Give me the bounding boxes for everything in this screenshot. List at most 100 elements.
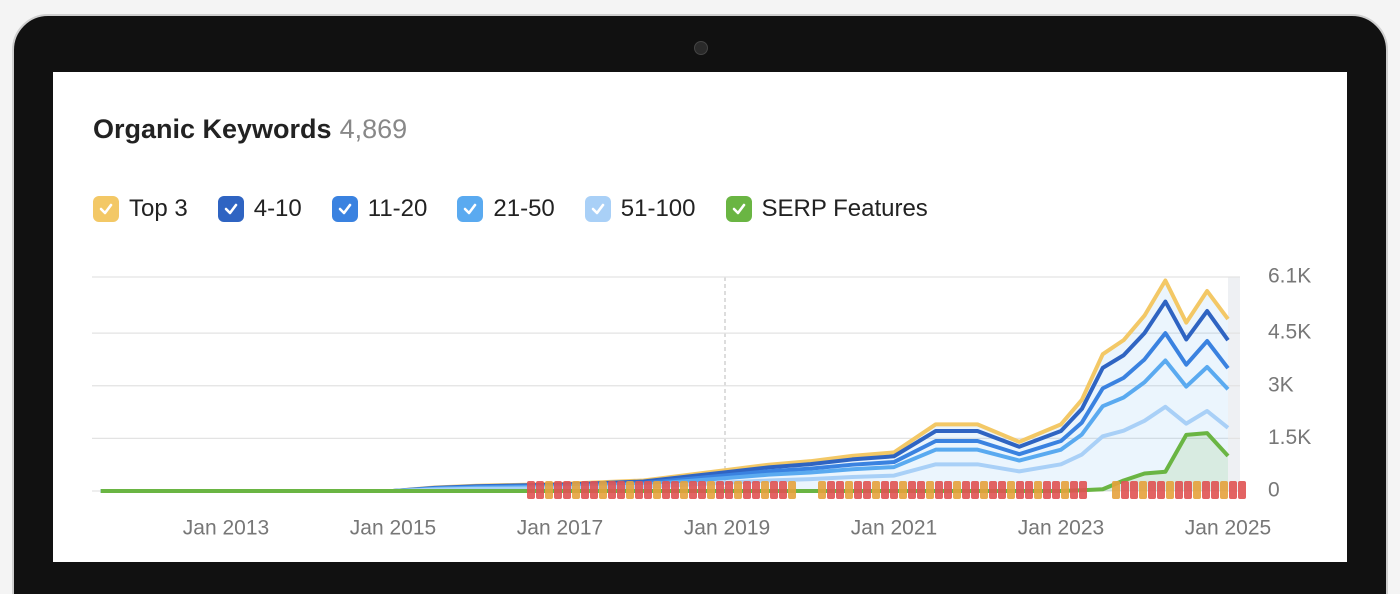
check-icon bbox=[591, 203, 605, 215]
legend-label: SERP Features bbox=[761, 195, 928, 222]
serp-icon bbox=[863, 481, 871, 499]
serp-icon bbox=[1016, 481, 1024, 499]
y-tick-label: 4.5K bbox=[1268, 321, 1311, 344]
legend-checkbox[interactable] bbox=[93, 196, 119, 222]
serp-icon bbox=[872, 481, 880, 499]
serp-icon bbox=[1193, 481, 1201, 499]
legend-item[interactable]: 51-100 bbox=[584, 195, 696, 223]
legend-checkbox[interactable] bbox=[725, 196, 752, 222]
serp-icon bbox=[1052, 481, 1060, 499]
serp-icon bbox=[707, 481, 715, 499]
serp-icon bbox=[854, 481, 862, 499]
serp-icon bbox=[953, 481, 961, 499]
y-tick-label: 0 bbox=[1268, 479, 1280, 502]
x-tick-label: Jan 2019 bbox=[684, 517, 770, 540]
serp-icon bbox=[962, 481, 970, 499]
serp-icon bbox=[752, 481, 760, 499]
serp-icon bbox=[788, 481, 796, 499]
serp-icon bbox=[770, 481, 778, 499]
header: Organic Keywords 4,869 bbox=[93, 114, 407, 145]
legend-item[interactable]: Top 3 bbox=[93, 195, 188, 223]
serp-icon bbox=[1148, 481, 1156, 499]
serp-icon bbox=[662, 481, 670, 499]
check-icon bbox=[224, 203, 238, 215]
total-count: 4,869 bbox=[339, 114, 408, 144]
check-icon bbox=[99, 203, 113, 215]
x-tick-label: Jan 2015 bbox=[350, 517, 436, 540]
legend-label: 4-10 bbox=[253, 195, 302, 222]
serp-icon bbox=[743, 481, 751, 499]
serp-icon bbox=[554, 481, 562, 499]
serp-icon bbox=[818, 481, 826, 499]
serp-icon bbox=[581, 481, 589, 499]
serp-icon bbox=[926, 481, 934, 499]
serp-icon bbox=[1139, 481, 1147, 499]
serp-icon bbox=[881, 481, 889, 499]
x-tick-label: Jan 2021 bbox=[851, 517, 937, 540]
area bbox=[100, 360, 1228, 491]
check-icon bbox=[464, 203, 477, 215]
serp-icon bbox=[1157, 481, 1165, 499]
serp-icon bbox=[890, 481, 898, 499]
serp-icon bbox=[1070, 481, 1078, 499]
serp-icon bbox=[653, 481, 661, 499]
serp-icon bbox=[1025, 481, 1033, 499]
serp-icon bbox=[1112, 481, 1120, 499]
serp-icon bbox=[1184, 481, 1192, 499]
legend-checkbox[interactable] bbox=[331, 196, 358, 222]
serp-icon bbox=[998, 481, 1006, 499]
area bbox=[100, 406, 1228, 491]
x-tick-label: Jan 2013 bbox=[183, 517, 269, 540]
x-tick-label: Jan 2023 bbox=[1018, 517, 1104, 540]
legend-checkbox[interactable] bbox=[217, 196, 244, 222]
serp-icon bbox=[536, 481, 544, 499]
serp-icon bbox=[1220, 481, 1228, 499]
serp-icon bbox=[971, 481, 979, 499]
serp-icon bbox=[626, 481, 634, 499]
x-tick-label: Jan 2025 bbox=[1185, 517, 1271, 540]
serp-icon bbox=[1175, 481, 1183, 499]
chart-title: Organic Keywords bbox=[93, 114, 332, 144]
serp-icon bbox=[1211, 481, 1219, 499]
legend-item[interactable]: 21-50 bbox=[457, 195, 555, 223]
legend-label: Top 3 bbox=[129, 195, 188, 222]
check-icon bbox=[732, 203, 745, 215]
current-period-band bbox=[1228, 277, 1240, 491]
serp-icon bbox=[572, 481, 580, 499]
serp-icon bbox=[1166, 481, 1174, 499]
check-icon bbox=[338, 203, 352, 215]
serp-icon bbox=[1121, 481, 1129, 499]
serp-icon bbox=[734, 481, 742, 499]
serp-icon bbox=[1202, 481, 1210, 499]
serp-icon bbox=[917, 481, 925, 499]
legend-item[interactable]: 11-20 bbox=[331, 195, 427, 223]
serp-icon bbox=[680, 481, 688, 499]
serp-icon bbox=[836, 481, 844, 499]
serp-icon bbox=[689, 481, 697, 499]
serp-icon bbox=[563, 481, 571, 499]
serp-icon bbox=[908, 481, 916, 499]
serp-icon bbox=[845, 481, 853, 499]
legend-item[interactable]: 4-10 bbox=[217, 195, 302, 223]
serp-icon bbox=[1007, 481, 1015, 499]
legend: Top 3 4-10 11-20 21-50 51-100 SERP Features bbox=[93, 195, 928, 223]
legend-checkbox[interactable] bbox=[584, 196, 611, 222]
serp-icon bbox=[545, 481, 553, 499]
serp-icon bbox=[527, 481, 535, 499]
legend-checkbox[interactable] bbox=[457, 196, 484, 222]
serp-icon bbox=[590, 481, 598, 499]
serp-icon bbox=[716, 481, 724, 499]
legend-label: 51-100 bbox=[620, 195, 696, 222]
serp-icon bbox=[698, 481, 706, 499]
legend-item[interactable]: SERP Features bbox=[725, 195, 928, 223]
serp-icon bbox=[599, 481, 607, 499]
serp-icon bbox=[1130, 481, 1138, 499]
serp-icon bbox=[935, 481, 943, 499]
serp-icon bbox=[827, 481, 835, 499]
serp-icon bbox=[899, 481, 907, 499]
webcam bbox=[694, 41, 708, 55]
serp-icon bbox=[1079, 481, 1087, 499]
y-tick-label: 6.1K bbox=[1268, 265, 1311, 288]
